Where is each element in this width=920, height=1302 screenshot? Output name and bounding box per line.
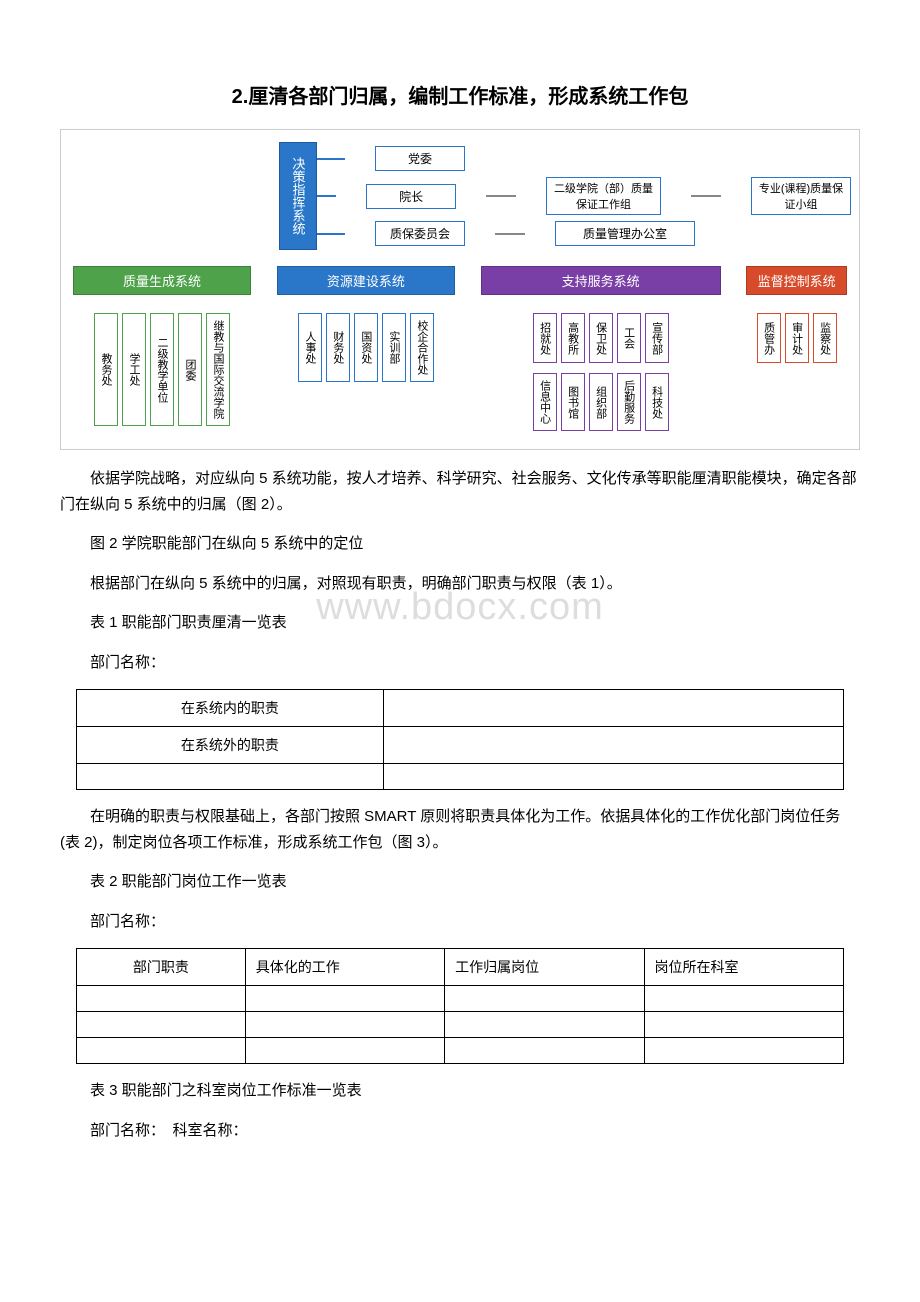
- t1-cell: 在系统内的职责: [77, 690, 384, 727]
- paragraph: 根据部门在纵向 5 系统中的归属，对照现有职责，明确部门职责与权限（表 1）。: [60, 571, 860, 597]
- org-diagram: 决策指挥系统 党委 院长 二级学院（部）质量保证工作组 专业(课程)质量保证小组…: [60, 129, 860, 450]
- page-title: 2.厘清各部门归属，编制工作标准，形成系统工作包: [60, 80, 860, 109]
- t2-header: 部门职责: [77, 949, 246, 986]
- table-caption: 表 3 职能部门之科室岗位工作标准一览表: [60, 1078, 860, 1104]
- org-node: 质保委员会: [375, 221, 465, 246]
- dept-box: 组织部: [589, 373, 613, 431]
- org-node: 院长: [366, 184, 456, 209]
- t1-cell: [77, 764, 384, 790]
- table-caption: 表 2 职能部门岗位工作一览表: [60, 869, 860, 895]
- dept-box: 二级教学单位: [150, 313, 174, 426]
- org-node: 质量管理办公室: [555, 221, 695, 246]
- dept-box: 高教所: [561, 313, 585, 363]
- t1-cell: 在系统外的职责: [77, 727, 384, 764]
- table-2: 部门职责 具体化的工作 工作归属岗位 岗位所在科室: [76, 948, 844, 1064]
- system-group: 支持服务系统招就处高教所保卫处工会宣传部信息中心图书馆组织部后勤服务科技处: [481, 266, 721, 431]
- org-node: 专业(课程)质量保证小组: [751, 177, 851, 215]
- table-1: 在系统内的职责 在系统外的职责: [76, 689, 844, 790]
- t2-header: 具体化的工作: [245, 949, 444, 986]
- t1-cell: [383, 727, 843, 764]
- dept-box: 团委: [178, 313, 202, 426]
- dept-box: 监察处: [813, 313, 837, 363]
- dept-label: 部门名称：: [60, 650, 860, 676]
- system-header: 监督控制系统: [746, 266, 847, 295]
- figure-caption: 图 2 学院职能部门在纵向 5 系统中的定位: [60, 531, 860, 557]
- dept-box: 信息中心: [533, 373, 557, 431]
- dept-box: 后勤服务: [617, 373, 641, 431]
- dept-box: 质管办: [757, 313, 781, 363]
- dept-box: 学工处: [122, 313, 146, 426]
- dept-box: 图书馆: [561, 373, 585, 431]
- dept-box: 国资处: [354, 313, 378, 382]
- t2-header: 工作归属岗位: [445, 949, 644, 986]
- table-caption: 表 1 职能部门职责厘清一览表: [60, 610, 860, 636]
- dept-box: 财务处: [326, 313, 350, 382]
- t1-cell: [383, 764, 843, 790]
- dept-box: 继教与国际交流学院: [206, 313, 230, 426]
- system-group: 监督控制系统质管办审计处监察处: [746, 266, 847, 431]
- org-node: 二级学院（部）质量保证工作组: [546, 177, 661, 215]
- dept-box: 工会: [617, 313, 641, 363]
- dept-box: 审计处: [785, 313, 809, 363]
- dept-box: 保卫处: [589, 313, 613, 363]
- dept-box: 科技处: [645, 373, 669, 431]
- system-group: 质量生成系统教务处学工处二级教学单位团委继教与国际交流学院: [73, 266, 251, 431]
- dept-label: 部门名称： 科室名称：: [60, 1118, 860, 1144]
- system-header: 质量生成系统: [73, 266, 251, 295]
- dept-label: 部门名称：: [60, 909, 860, 935]
- dept-box: 教务处: [94, 313, 118, 426]
- dept-box: 实训部: [382, 313, 406, 382]
- system-header: 资源建设系统: [277, 266, 455, 295]
- paragraph: 依据学院战略，对应纵向 5 系统功能，按人才培养、科学研究、社会服务、文化传承等…: [60, 466, 860, 517]
- dept-box: 校企合作处: [410, 313, 434, 382]
- dept-box: 宣传部: [645, 313, 669, 363]
- t2-header: 岗位所在科室: [644, 949, 843, 986]
- dept-box: 人事处: [298, 313, 322, 382]
- decision-system-box: 决策指挥系统: [279, 142, 317, 250]
- dept-box: 招就处: [533, 313, 557, 363]
- system-header: 支持服务系统: [481, 266, 721, 295]
- paragraph: 在明确的职责与权限基础上，各部门按照 SMART 原则将职责具体化为工作。依据具…: [60, 804, 860, 855]
- org-node: 党委: [375, 146, 465, 171]
- system-group: 资源建设系统人事处财务处国资处实训部校企合作处: [277, 266, 455, 431]
- t1-cell: [383, 690, 843, 727]
